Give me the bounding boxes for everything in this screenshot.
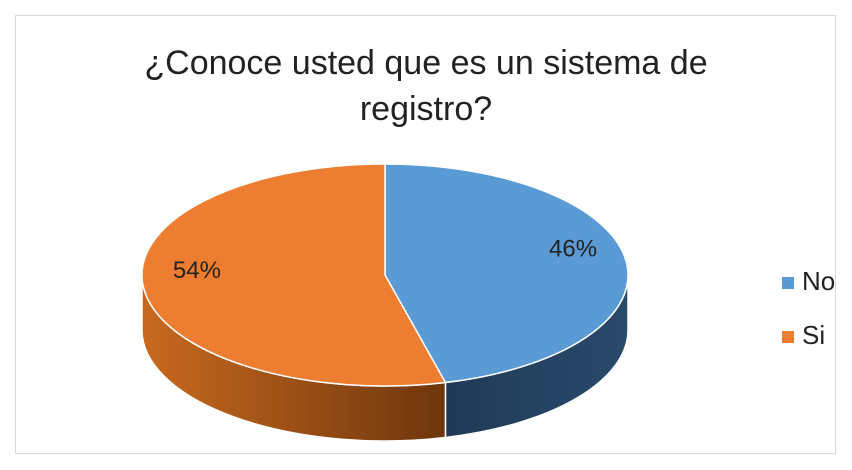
pie-slice [141, 163, 447, 442]
legend-label: Si [802, 320, 825, 350]
legend-swatch [782, 331, 794, 343]
slice-top [384, 163, 629, 384]
legend-label: No [802, 266, 835, 296]
chart-title: ¿Conoce usted que es un sistema de regis… [144, 44, 708, 128]
data-label: 46% [549, 235, 597, 262]
slice-top [141, 163, 447, 387]
data-label: 54% [173, 257, 221, 284]
legend-swatch [782, 277, 794, 289]
